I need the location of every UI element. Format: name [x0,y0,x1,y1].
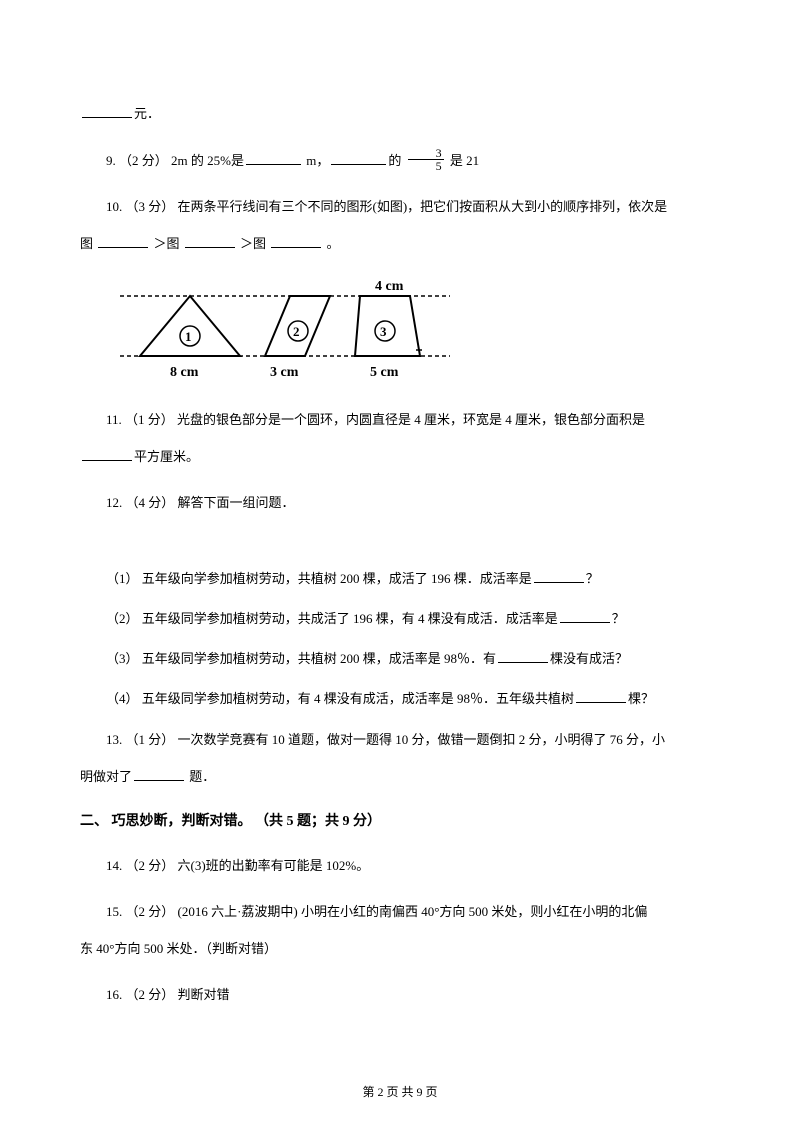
q12-3: （3） 五年级同学参加植树劳动，共植树 200 棵，成活率是 98％．有 棵没有成… [80,646,720,672]
blank[interactable] [185,235,235,248]
svg-text:2: 2 [293,324,300,339]
q10-gt2: ＞图 [237,236,270,251]
q11-line2: 平方厘米。 [80,443,720,472]
q12-4: （4） 五年级同学参加植树劳动，有 4 棵没有成活，成活率是 98％．五年级共植… [80,686,720,712]
fraction-3-5: 35 [408,147,444,172]
blank[interactable] [576,690,626,703]
q15-text1: 15. （2 分） (2016 六上·荔波期中) 小明在小红的南偏西 40°方向… [106,904,647,919]
q8-text: 元． [134,106,160,121]
q12-1b: ？ [586,571,599,586]
blank[interactable] [271,235,321,248]
q12-4a: （4） 五年级同学参加植树劳动，有 4 棵没有成活，成活率是 98％．五年级共植… [106,691,574,706]
section-2-title: 二、 巧思妙断，判断对错。 （共 5 题；共 9 分） [80,811,720,833]
q10-line1: 10. （3 分） 在两条平行线间有三个不同的图形(如图)，把它们按面积从大到小… [80,193,720,222]
q13-line2: 明做对了 题． [80,763,720,792]
q13-text1: 13. （1 分） 一次数学竞赛有 10 道题，做对一题得 10 分，做错一题倒… [106,732,665,747]
blank[interactable] [560,610,610,623]
blank[interactable] [331,152,386,165]
q9-mid2: 的 [388,153,404,168]
denominator: 5 [408,160,444,172]
blank[interactable] [534,570,584,583]
svg-text:8 cm: 8 cm [170,365,199,380]
q9: 9. （2 分） 2m 的 25%是 m， 的 35 是 21 [80,147,720,176]
blank[interactable] [98,235,148,248]
geometry-diagram: 4 cm 1 2 3 8 cm 3 cm 5 cm [120,276,720,388]
q9-mid1: m， [303,153,329,168]
q12-3a: （3） 五年级同学参加植树劳动，共植树 200 棵，成活率是 98％．有 [106,651,496,666]
q16-text: 16. （2 分） 判断对错 [106,987,230,1002]
page-footer: 第 2 页 共 9 页 [0,1083,800,1102]
footer-text: 第 2 页 共 9 页 [362,1085,437,1099]
section-2-text: 二、 巧思妙断，判断对错。 （共 5 题；共 9 分） [80,814,381,829]
q12-3b: 棵没有成活？ [550,651,628,666]
svg-text:1: 1 [185,329,192,344]
q10-gt1: ＞图 [150,236,183,251]
blank[interactable] [82,448,132,461]
q12-1a: （1） 五年级向学参加植树劳动，共植树 200 棵，成活了 196 棵．成活率是 [106,571,532,586]
q12-4b: 棵？ [628,691,654,706]
q15-text2: 东 40°方向 500 米处．（判断对错） [80,941,277,956]
blank[interactable] [134,768,184,781]
q13-text2a: 明做对了 [80,769,132,784]
q11-text: 11. （1 分） 光盘的银色部分是一个圆环，内圆直径是 4 厘米，环宽是 4 … [106,412,645,427]
q14-text: 14. （2 分） 六(3)班的出勤率有可能是 102%。 [106,858,369,873]
q13-text2b: 题． [186,769,215,784]
q14: 14. （2 分） 六(3)班的出勤率有可能是 102%。 [80,852,720,881]
q10-t2a: 图 [80,236,96,251]
q15-line2: 东 40°方向 500 米处．（判断对错） [80,935,720,964]
q15-line1: 15. （2 分） (2016 六上·荔波期中) 小明在小红的南偏西 40°方向… [80,898,720,927]
q8-trailing: 元． [80,100,720,129]
q10-line2: 图 ＞图 ＞图 。 [80,230,720,259]
q10-text1: 10. （3 分） 在两条平行线间有三个不同的图形(如图)，把它们按面积从大到小… [106,199,667,214]
q12-2a: （2） 五年级同学参加植树劳动，共成活了 196 棵，有 4 棵没有成活．成活率… [106,611,558,626]
label-4cm: 4 cm [375,279,404,294]
q9-prefix: 9. （2 分） 2m 的 25%是 [106,153,244,168]
q16: 16. （2 分） 判断对错 [80,981,720,1010]
spacer [80,536,720,566]
q10-end: 。 [323,236,339,251]
q11-line1: 11. （1 分） 光盘的银色部分是一个圆环，内圆直径是 4 厘米，环宽是 4 … [80,406,720,435]
q13-line1: 13. （1 分） 一次数学竞赛有 10 道题，做对一题得 10 分，做错一题倒… [80,726,720,755]
q12-2b: ？ [612,611,625,626]
svg-text:5 cm: 5 cm [370,365,399,380]
blank[interactable] [82,105,132,118]
svg-text:3 cm: 3 cm [270,365,299,380]
q11-unit: 平方厘米。 [134,449,199,464]
blank[interactable] [246,152,301,165]
q12-2: （2） 五年级同学参加植树劳动，共成活了 196 棵，有 4 棵没有成活．成活率… [80,606,720,632]
blank[interactable] [498,650,548,663]
q12-head: 12. （4 分） 解答下面一组问题． [80,489,720,518]
q12-head-text: 12. （4 分） 解答下面一组问题． [106,495,295,510]
q9-suffix: 是 21 [447,153,480,168]
svg-text:3: 3 [380,324,387,339]
q12-1: （1） 五年级向学参加植树劳动，共植树 200 棵，成活了 196 棵．成活率是… [80,566,720,592]
